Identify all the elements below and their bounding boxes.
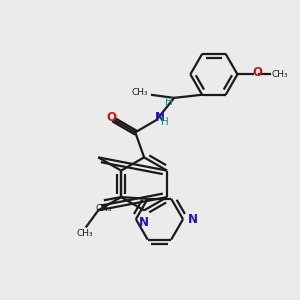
Text: CH₃: CH₃: [132, 88, 148, 97]
Text: N: N: [188, 213, 197, 226]
Text: CH₃: CH₃: [95, 204, 112, 213]
Text: H: H: [161, 117, 169, 127]
Text: N: N: [155, 111, 165, 124]
Text: N: N: [139, 216, 149, 229]
Text: H: H: [165, 97, 173, 107]
Text: CH₃: CH₃: [271, 70, 288, 79]
Text: O: O: [252, 66, 262, 80]
Text: CH₃: CH₃: [76, 230, 93, 238]
Text: O: O: [106, 111, 116, 124]
